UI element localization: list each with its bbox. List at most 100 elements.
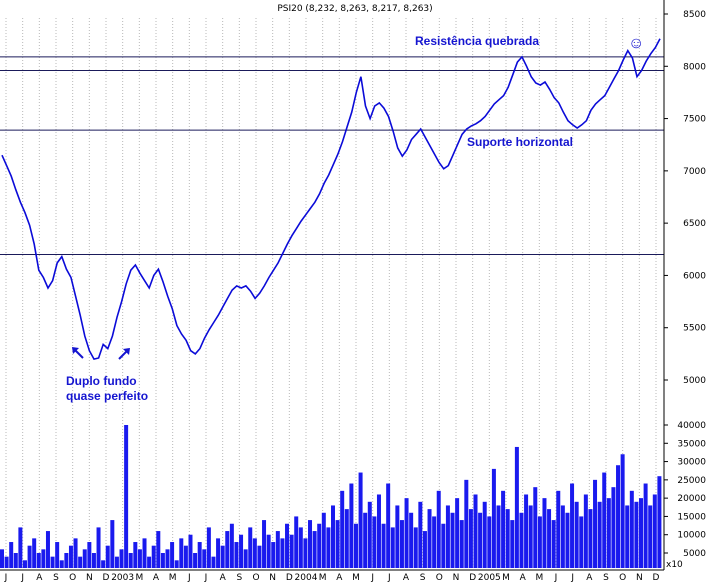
- x-tick-label: M: [352, 573, 360, 582]
- volume-bar: [266, 534, 271, 568]
- volume-bar: [616, 465, 621, 568]
- volume-bar: [464, 479, 469, 568]
- volume-bar: [409, 512, 414, 568]
- volume-bar: [570, 483, 575, 568]
- x-tick-label: J: [387, 573, 391, 582]
- volume-bar: [386, 483, 391, 568]
- volume-bar: [170, 542, 175, 568]
- x-tick-label: J: [20, 573, 24, 582]
- volume-bar: [542, 498, 547, 568]
- volume-bar: [657, 476, 662, 568]
- volume-bar: [579, 516, 584, 568]
- volume-bar: [321, 512, 326, 568]
- volume-bar: [404, 498, 409, 568]
- volume-bars: [0, 425, 662, 568]
- volume-bar: [202, 549, 207, 568]
- volume-bar: [413, 527, 418, 568]
- x-tick-label: J: [204, 573, 208, 582]
- volume-bar: [114, 556, 119, 568]
- volume-bar: [482, 501, 487, 568]
- volume-bar: [648, 505, 653, 568]
- volume-bar: [229, 523, 234, 568]
- x-tick-label: S: [603, 573, 609, 582]
- volume-bar: [450, 512, 455, 568]
- x-tick-label: S: [236, 573, 242, 582]
- volume-bar: [124, 425, 129, 568]
- x-tick-label: 2005: [478, 573, 501, 582]
- volume-bar: [216, 538, 221, 568]
- volume-bar: [593, 479, 598, 568]
- volume-bar: [239, 534, 244, 568]
- volume-bar: [45, 531, 50, 568]
- volume-bar: [597, 501, 602, 568]
- volume-bar: [294, 516, 299, 568]
- volume-bar: [101, 560, 106, 568]
- volume-bar: [358, 472, 363, 568]
- volume-bar: [459, 520, 464, 568]
- volume-bar: [133, 542, 138, 568]
- double-bottom-annotation-line1: Duplo fundo: [66, 374, 137, 388]
- volume-bar: [312, 531, 317, 568]
- volume-bar: [367, 501, 372, 568]
- volume-bar: [639, 498, 644, 568]
- volume-bar: [560, 505, 565, 568]
- x-tick-label: J: [187, 573, 191, 582]
- volume-bar: [36, 553, 41, 568]
- x-tick-label: D: [653, 573, 660, 582]
- volume-bar: [18, 527, 23, 568]
- x-tick-label: A: [336, 573, 343, 582]
- x-tick-label: N: [636, 573, 643, 582]
- x-tick-label: A: [520, 573, 527, 582]
- volume-bar: [137, 549, 142, 568]
- volume-bar: [510, 520, 515, 568]
- volume-bar: [257, 545, 262, 568]
- volume-bar: [634, 501, 639, 568]
- x-tick-label: J: [554, 573, 558, 582]
- volume-bar: [376, 494, 381, 568]
- volume-bar: [551, 520, 556, 568]
- x-tick-label: 2004: [295, 573, 318, 582]
- price-tick-label: 7500: [683, 115, 706, 125]
- price-axis-ticks: 5000 5500 6000 6500 7000 7500 8000 8500: [664, 10, 706, 386]
- volume-bar: [317, 523, 322, 568]
- arrow-up-right-icon: [118, 348, 130, 360]
- price-series-line: [1, 38, 661, 361]
- volume-bar: [501, 490, 506, 568]
- volume-tick-label: 40000: [677, 421, 706, 431]
- volume-bar: [225, 531, 230, 568]
- volume-bar: [59, 560, 64, 568]
- volume-bar: [629, 490, 634, 568]
- x-tick-label: M: [169, 573, 177, 582]
- volume-bar: [96, 527, 101, 568]
- x-tick-label: 2003: [111, 573, 134, 582]
- volume-bar: [583, 494, 588, 568]
- volume-bar: [50, 556, 55, 568]
- price-tick-label: 6000: [683, 271, 706, 281]
- x-tick-label: A: [220, 573, 227, 582]
- x-tick-label: M: [135, 573, 143, 582]
- volume-bar: [353, 523, 358, 568]
- volume-bar: [9, 542, 14, 568]
- volume-bar: [487, 516, 492, 568]
- x-tick-label: S: [53, 573, 59, 582]
- volume-bar: [625, 505, 630, 568]
- volume-bar: [252, 538, 257, 568]
- volume-tick-label: 15000: [677, 512, 706, 522]
- volume-bar: [468, 509, 473, 568]
- volume-bar: [64, 553, 69, 568]
- volume-bar: [87, 542, 92, 568]
- volume-bar: [128, 553, 133, 568]
- volume-bar: [602, 472, 607, 568]
- horizontal-levels: [0, 56, 664, 256]
- volume-bar: [363, 512, 368, 568]
- vertical-grid: [5, 18, 657, 568]
- volume-bar: [574, 501, 579, 568]
- volume-bar: [528, 505, 533, 568]
- volume-tick-label: 20000: [677, 494, 706, 504]
- x-tick-label: O: [252, 573, 259, 582]
- volume-bar: [206, 527, 211, 568]
- price-tick-label: 8000: [683, 62, 706, 72]
- x-tick-label: N: [453, 573, 460, 582]
- volume-bar: [55, 542, 60, 568]
